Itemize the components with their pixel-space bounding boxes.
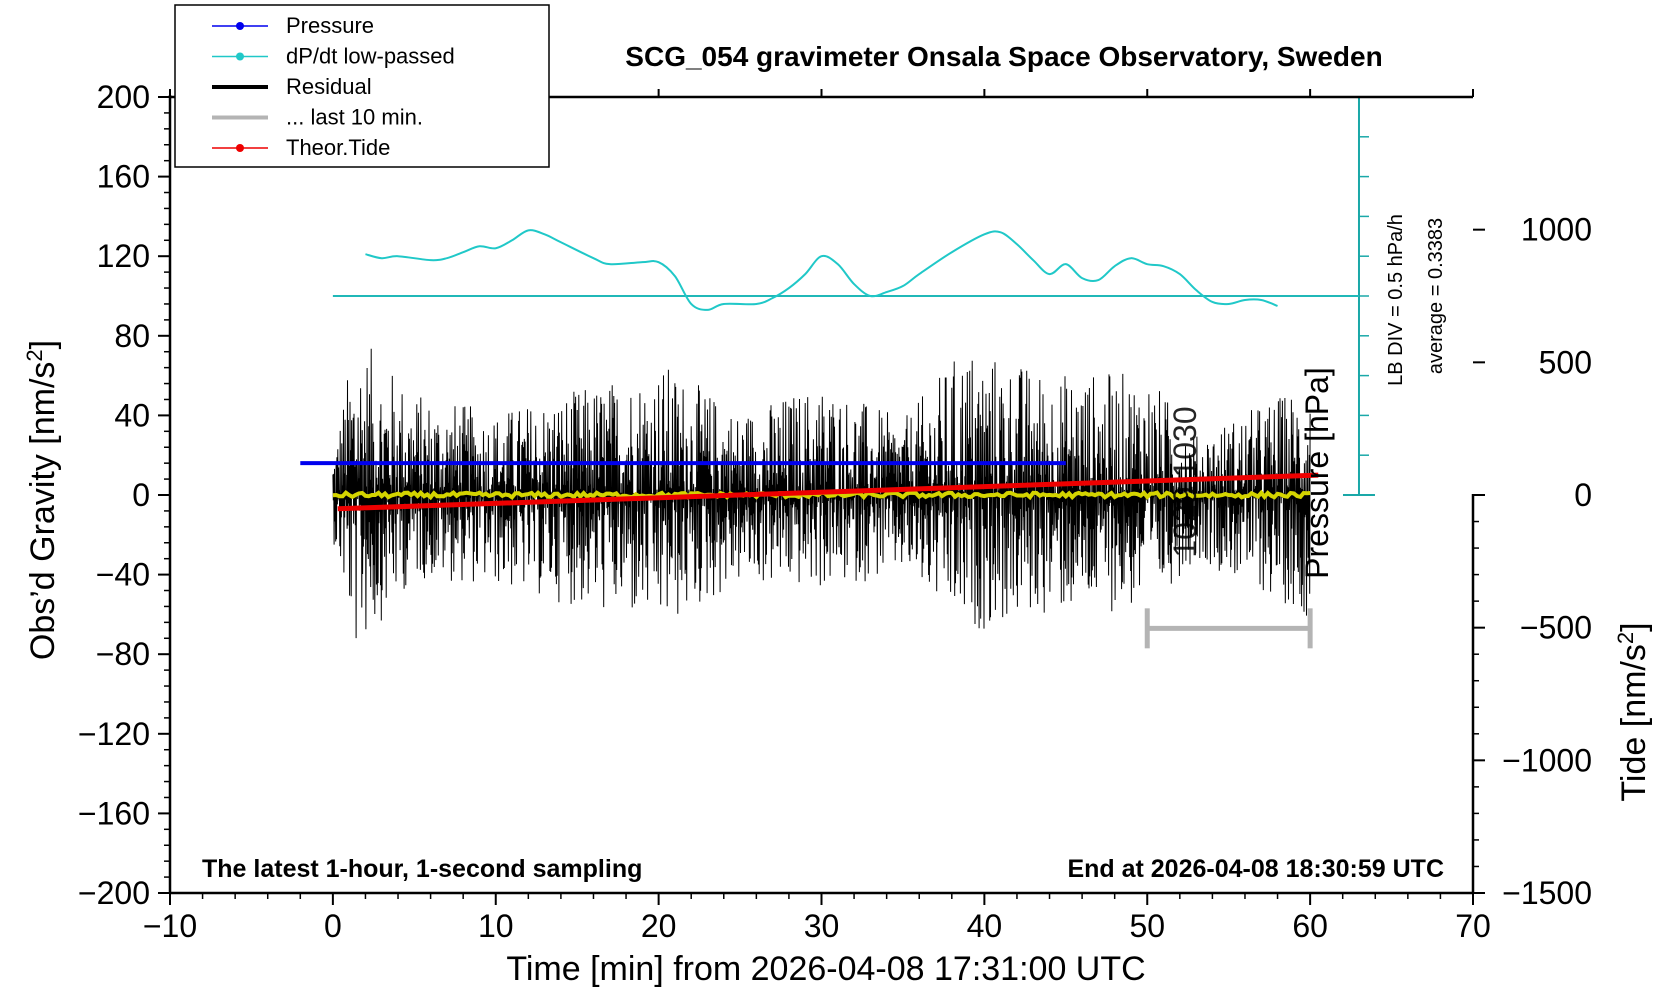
y-tick-label: −200	[78, 875, 150, 911]
y-right-tick-label: 1000	[1521, 212, 1592, 248]
sampling-note: The latest 1-hour, 1-second sampling	[202, 855, 642, 883]
legend-item: Theor.Tide	[212, 135, 390, 160]
y-right-tick-label: −1000	[1502, 742, 1592, 778]
pressure-tick-text: 1029 1030	[1167, 406, 1203, 557]
x-tick-label: 20	[641, 908, 677, 944]
legend-label: Residual	[286, 74, 372, 99]
end-time-note: End at 2026-04-08 18:30:59 UTC	[1067, 855, 1444, 883]
legend-marker	[236, 144, 244, 152]
theor-tide-line	[337, 472, 1319, 512]
x-tick-label: 50	[1129, 908, 1165, 944]
legend-label: Theor.Tide	[286, 135, 390, 160]
legend: Pressure dP/dt low-passed Residual ... last…	[174, 4, 550, 168]
lb-div-label: LB DIV = 0.5 hPa/h	[1385, 214, 1407, 386]
legend-item: Residual	[212, 74, 372, 99]
x-tick-label: 60	[1292, 908, 1328, 944]
x-tick-label: 70	[1455, 908, 1491, 944]
y-right-tick-label: 0	[1574, 477, 1592, 513]
y-tick-label: 200	[97, 79, 150, 115]
y-tick-label: 0	[132, 477, 150, 513]
x-tick-label: 30	[804, 908, 840, 944]
y-right-tick-label: −1500	[1502, 875, 1592, 911]
x-tick-label: −10	[143, 908, 197, 944]
average-label: average = 0.3383	[1425, 218, 1447, 374]
legend-item: Pressure	[212, 13, 374, 38]
axes: −10 0 10 20 30 40 50 60 70 −200 −160 −120 −80 −40 0 40 8…	[78, 79, 1592, 944]
residual-line	[332, 348, 1311, 639]
y-right-tick-label: −500	[1520, 610, 1592, 646]
x-tick-label: 40	[967, 908, 1003, 944]
legend-marker	[236, 52, 244, 61]
y-axis-label: Obs’d Gravity [nm/s2]	[22, 340, 62, 660]
plot-area	[300, 96, 1375, 649]
x-axis-label: Time [min] from 2026-04-08 17:31:00 UTC	[506, 950, 1145, 987]
legend-label: Pressure	[286, 13, 374, 38]
y-right-tick-label: 500	[1539, 344, 1592, 380]
y-tick-label: 160	[97, 159, 150, 195]
x-tick-label: 10	[478, 908, 514, 944]
y-tick-label: 120	[97, 238, 150, 274]
y-tick-label: 80	[114, 318, 150, 354]
y-axis-right-label: Tide [nm/s2]	[1613, 622, 1653, 801]
y-tick-label: −40	[96, 557, 150, 593]
legend-label: ... last 10 min.	[286, 105, 423, 130]
chart-title: SCG_054 gravimeter Onsala Space Observat…	[625, 41, 1382, 72]
legend-item: ... last 10 min.	[212, 105, 423, 130]
y-tick-label: −80	[96, 636, 150, 672]
pressure-axis-label: Pressure [hPa]	[1299, 367, 1335, 579]
legend-item: dP/dt low-passed	[212, 44, 455, 69]
y-tick-label: 40	[114, 397, 150, 433]
y-tick-label: −120	[78, 716, 150, 752]
legend-marker	[236, 22, 244, 30]
x-tick-label: 0	[324, 908, 342, 944]
dpdt-line	[365, 229, 1278, 311]
y-tick-label: −160	[78, 795, 150, 831]
legend-label: dP/dt low-passed	[286, 44, 455, 69]
